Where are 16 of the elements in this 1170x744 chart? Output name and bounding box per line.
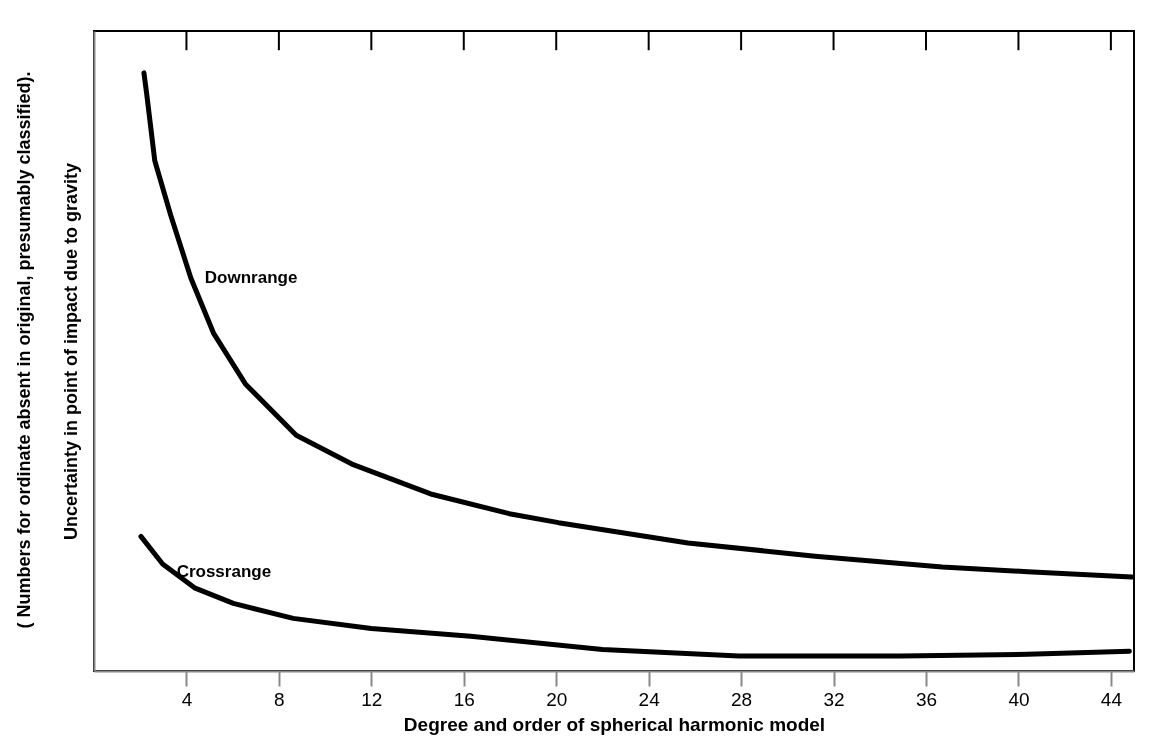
x-tick-label: 8 — [274, 688, 285, 710]
x-tick-label: 24 — [638, 688, 661, 710]
x-tick-label: 44 — [1100, 688, 1123, 710]
x-tick-label: 32 — [823, 688, 845, 710]
x-tick-label: 28 — [731, 688, 753, 710]
x-tick-label: 20 — [546, 688, 568, 710]
text: ( Numbers for ordinate absent in original, presumably classified). — [14, 71, 34, 629]
x-tick-label: 4 — [181, 688, 193, 710]
x-tick-label: 12 — [361, 688, 383, 710]
series-label: Downrange — [204, 268, 298, 288]
y-axis-title: Uncertainty in point of impact due to gravity — [60, 162, 81, 541]
series-label: Crossrange — [176, 561, 272, 581]
x-tick-label: 16 — [453, 688, 475, 710]
x-tick-label: 36 — [915, 688, 938, 710]
x-axis-title: Degree and order of spherical harmonic model — [403, 713, 826, 735]
x-tick-label: 40 — [1008, 688, 1030, 710]
